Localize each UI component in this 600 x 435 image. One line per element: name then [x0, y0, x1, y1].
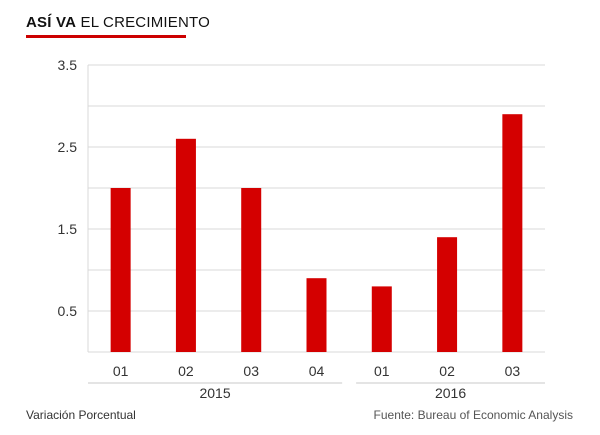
x-tick-label: 03 — [505, 363, 521, 379]
title-rest-part: EL CRECIMIENTO — [80, 14, 210, 31]
bar — [306, 278, 327, 352]
footer-units: Variación Porcentual — [26, 408, 136, 422]
chart-title: ASÍ VA EL CRECIMIENTO — [26, 14, 210, 38]
bar — [437, 237, 458, 352]
bar — [110, 188, 131, 352]
footer-source: Fuente: Bureau of Economic Analysis — [373, 408, 573, 422]
bar — [175, 138, 196, 352]
bar — [371, 286, 392, 352]
bar — [241, 188, 262, 352]
x-tick-label: 02 — [178, 363, 194, 379]
x-tick-label: 01 — [113, 363, 129, 379]
x-tick-label: 04 — [309, 363, 325, 379]
y-tick-label: 2.5 — [58, 139, 78, 155]
group-label: 2015 — [199, 385, 230, 401]
group-label: 2016 — [435, 385, 466, 401]
x-tick-label: 02 — [439, 363, 455, 379]
y-tick-label: 0.5 — [58, 303, 78, 319]
y-tick-label: 1.5 — [58, 221, 78, 237]
title-bold-part: ASÍ VA — [26, 14, 77, 31]
bar — [502, 114, 523, 352]
x-tick-label: 01 — [374, 363, 390, 379]
title-underline — [26, 35, 186, 38]
y-tick-label: 3.5 — [58, 57, 78, 73]
x-tick-label: 03 — [243, 363, 259, 379]
